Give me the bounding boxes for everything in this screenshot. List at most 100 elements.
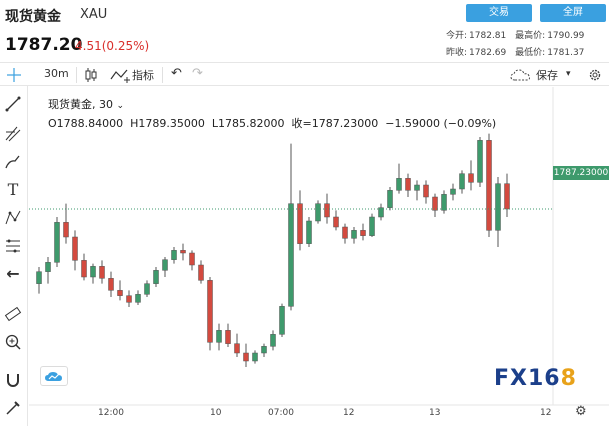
low-label: 最低价: [515,48,546,58]
candle [189,250,195,271]
fullscreen-button[interactable]: 全屏 [540,4,606,22]
candle [261,343,267,357]
candle [396,163,402,194]
candle-body [234,343,240,354]
candle [441,190,447,214]
candle-body [387,190,393,208]
drawing-toolbar: T ← [0,86,28,426]
legend-close: 收=1787.23000 [291,117,379,130]
candle [144,280,150,297]
candle-body [252,352,258,362]
cloud-save-icon[interactable] [510,68,532,82]
quote-row-1: 今开: 1782.81 最高价: 1790.99 [446,28,586,41]
candle [81,253,87,281]
candle [495,177,501,247]
pattern-tool-icon[interactable] [3,208,23,228]
current-price-tag: 1787.23000 [553,166,609,180]
candle-body [306,220,312,244]
fib-tool-icon[interactable] [3,124,23,144]
candle [288,143,294,311]
candle-body [171,250,177,260]
candle [270,330,276,351]
fx168-logo: FX168 [494,366,577,391]
cloud-button[interactable] [40,366,68,386]
candle-body [504,183,510,210]
undo-icon[interactable]: ↶ [171,66,182,81]
zoom-in-icon[interactable] [3,332,23,352]
header: 现货黄金 XAU 1787.20 4.51(0.25%) 交易 全屏 今开: 17… [0,0,609,62]
quote-row-2: 昨收: 1782.69 最低价: 1781.37 [446,45,586,58]
candle [252,350,258,364]
candle [279,303,285,337]
axis-settings-gear-icon[interactable]: ⚙ [575,404,587,419]
legend-name: 现货黄金, 30 [48,98,113,111]
candle [342,223,348,244]
candle [108,271,114,297]
candle [432,193,438,217]
brush-tool-icon[interactable] [3,152,23,172]
candle [90,263,96,284]
candle-body [90,266,96,278]
candle [162,257,168,277]
toolbar-divider [162,67,163,83]
candle-body [324,203,330,218]
legend-chevron-icon[interactable]: ⌄ [116,101,125,111]
legend-title[interactable]: 现货黄金, 30 ⌄ [48,96,124,112]
instrument-title: 现货黄金 [5,9,61,25]
candle-body [378,207,384,218]
candle-body [108,278,114,291]
candle-body [495,183,501,231]
magnet-icon[interactable] [3,370,23,390]
crosshair-icon[interactable] [6,67,22,83]
candle [126,290,132,307]
candle-body [297,203,303,244]
save-menu-chevron-icon[interactable]: ▾ [566,69,571,79]
candle-body [54,222,60,263]
candle [99,260,105,284]
instrument-symbol: XAU [80,7,108,22]
candle [333,210,339,231]
ruler-icon[interactable] [3,304,23,324]
candle-body [459,173,465,190]
indicators-button[interactable]: 指标 [132,69,154,82]
trade-button[interactable]: 交易 [466,4,532,22]
x-tick-label: 10 [210,408,222,418]
candle [486,133,492,237]
candle-body [189,252,195,266]
text-tool-icon[interactable]: T [7,180,19,199]
candle-body [441,194,447,211]
candle [180,243,186,261]
logo-text: FX16 [494,366,561,391]
candle [315,200,321,224]
x-tick-label: 12:00 [98,408,124,418]
candle-body [99,266,105,279]
candle-body [360,230,366,236]
candle-body [369,216,375,236]
measure-tool-icon[interactable] [3,236,23,256]
candle-type-icon[interactable] [84,67,98,83]
candle-body [279,306,285,335]
candle [477,137,483,187]
candle [234,333,240,357]
lock-pen-icon[interactable] [3,398,23,418]
indicator-icon[interactable] [110,67,132,83]
settings-gear-icon[interactable] [587,67,603,83]
candle-body [153,270,159,284]
candle-body [342,226,348,239]
last-price: 1787.20 [5,35,83,55]
candle-body [351,230,357,239]
candle [468,160,474,191]
candle-body [81,260,87,278]
candle-body [207,280,213,343]
redo-icon[interactable]: ↷ [192,66,203,81]
candle [360,223,366,241]
legend-low: L1785.82000 [211,117,285,130]
back-arrow-icon[interactable]: ← [6,264,20,283]
line-tool-icon[interactable] [3,94,23,114]
interval-selector[interactable]: 30m [44,67,69,80]
save-button[interactable]: 保存 [536,69,558,82]
candle-body [477,140,483,183]
x-tick-label: 07:00 [268,408,294,418]
candle-body [423,184,429,198]
price-chart[interactable] [29,87,609,426]
